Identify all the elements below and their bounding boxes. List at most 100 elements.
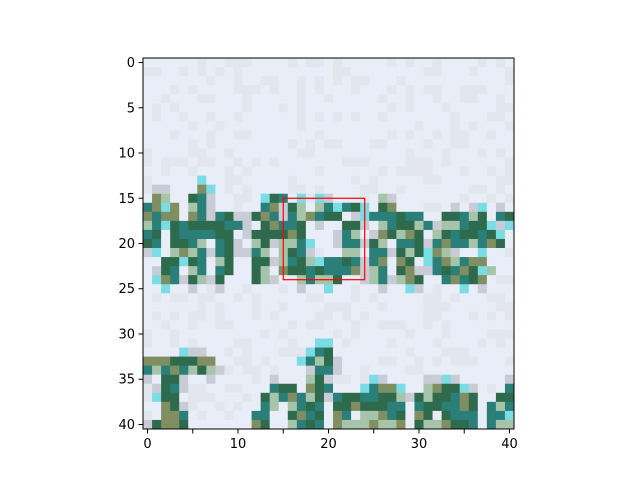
image-cell — [143, 193, 153, 204]
image-cell — [287, 392, 298, 403]
image-cell — [378, 374, 388, 385]
image-cell — [242, 311, 252, 321]
image-cell — [215, 356, 225, 367]
image-cell — [351, 139, 361, 149]
image-cell — [161, 184, 171, 195]
image-cell — [296, 139, 307, 149]
image-cell — [278, 410, 289, 421]
image-cell — [314, 220, 325, 231]
image-cell — [360, 320, 370, 330]
image-cell — [477, 157, 488, 167]
image-cell — [468, 130, 479, 140]
image-cell — [450, 58, 461, 68]
image-cell — [486, 401, 497, 412]
image-cell — [287, 266, 298, 276]
image-cell — [486, 112, 497, 122]
image-cell — [233, 329, 243, 339]
image-cell — [197, 383, 207, 394]
image-cell — [486, 410, 497, 421]
image-cell — [323, 302, 334, 312]
image-cell — [333, 311, 343, 321]
image-cell — [333, 157, 343, 167]
image-cell — [188, 139, 198, 149]
image-cell — [206, 76, 216, 86]
image-cell — [432, 311, 443, 321]
image-cell — [296, 410, 307, 421]
image-cell — [269, 130, 280, 140]
image-cell — [378, 311, 388, 321]
image-cell — [161, 175, 171, 186]
image-cell — [161, 311, 171, 321]
image-cell — [206, 419, 216, 430]
image-cell — [468, 383, 479, 394]
image-cell — [450, 238, 461, 249]
image-cell — [233, 121, 243, 131]
image-cell — [495, 193, 506, 204]
image-cell — [251, 220, 262, 231]
image-cell — [170, 103, 180, 113]
image-cell — [251, 392, 262, 403]
image-cell — [486, 58, 497, 68]
image-cell — [251, 419, 262, 430]
image-cell — [360, 58, 370, 68]
image-cell — [369, 410, 379, 421]
image-cell — [450, 365, 461, 376]
image-cell — [179, 284, 189, 294]
image-cell — [432, 103, 443, 113]
image-cell — [468, 58, 479, 68]
image-cell — [296, 320, 307, 330]
image-cell — [170, 229, 180, 240]
image-cell — [378, 112, 388, 122]
image-cell — [369, 266, 379, 276]
image-cell — [170, 347, 180, 358]
image-cell — [287, 58, 298, 68]
image-cell — [441, 320, 452, 330]
image-cell — [387, 392, 397, 403]
image-cell — [387, 401, 397, 412]
image-cell — [215, 311, 225, 321]
image-cell — [143, 211, 153, 222]
image-cell — [206, 148, 216, 158]
image-cell — [242, 419, 252, 430]
image-cell — [414, 293, 424, 303]
image-cell — [333, 202, 343, 213]
image-cell — [161, 248, 171, 258]
image-cell — [269, 229, 280, 240]
image-cell — [459, 76, 470, 86]
image-cell — [441, 284, 452, 294]
image-cell — [378, 184, 388, 195]
image-cell — [197, 112, 207, 122]
image-cell — [170, 58, 180, 68]
image-cell — [486, 238, 497, 249]
image-cell — [351, 103, 361, 113]
image-cell — [260, 383, 271, 394]
image-cell — [152, 193, 162, 204]
image-cell — [206, 130, 216, 140]
image-cell — [468, 202, 479, 213]
image-cell — [197, 275, 207, 285]
image-cell — [215, 211, 225, 222]
image-cell — [432, 266, 443, 276]
image-cell — [459, 130, 470, 140]
image-cell — [179, 401, 189, 412]
image-cell — [269, 184, 280, 195]
image-cell — [170, 130, 180, 140]
image-cell — [486, 202, 497, 213]
image-cell — [477, 311, 488, 321]
image-cell — [378, 338, 388, 348]
image-cell — [305, 229, 316, 240]
image-cell — [305, 347, 316, 358]
image-cell — [423, 148, 433, 158]
image-cell — [224, 94, 234, 104]
image-cell — [405, 311, 415, 321]
image-cell — [333, 419, 343, 430]
image-cell — [287, 103, 298, 113]
image-cell — [414, 401, 424, 412]
image-cell — [143, 257, 153, 267]
image-cell — [215, 157, 225, 167]
image-cell — [251, 338, 262, 348]
image-cell — [224, 302, 234, 312]
image-cell — [296, 338, 307, 348]
image-cell — [414, 229, 424, 240]
image-cell — [233, 67, 243, 77]
